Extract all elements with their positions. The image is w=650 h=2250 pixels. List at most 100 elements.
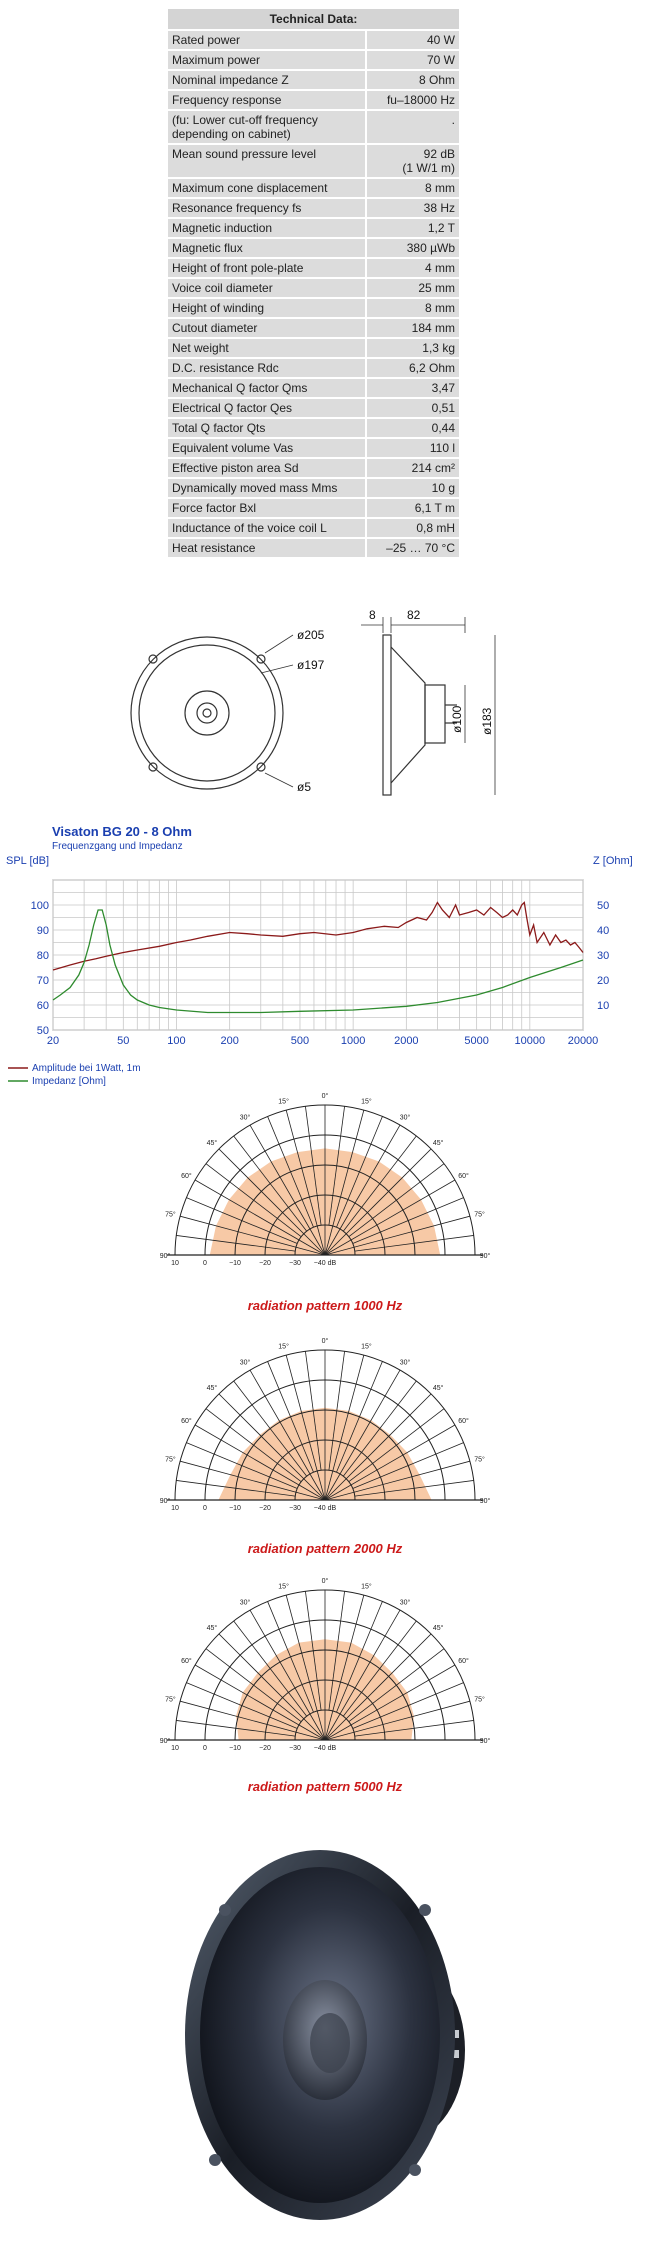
- polar-caption-2000hz: radiation pattern 2000 Hz: [247, 1541, 403, 1556]
- polar-db-label: 0: [203, 1745, 207, 1752]
- polar-spoke: [180, 1460, 326, 1501]
- polar-spoke: [176, 1720, 296, 1737]
- polar-db-label: 10: [171, 1505, 179, 1512]
- tech-value: 4 mm: [365, 259, 459, 277]
- y-tick-label: 50: [37, 1025, 49, 1037]
- tech-label: Mechanical Q factor Qms: [168, 379, 365, 397]
- front-view: [130, 634, 294, 790]
- polar-angle-label: 90°: [160, 1252, 171, 1260]
- polar-spoke: [176, 1235, 296, 1252]
- tech-label: Heat resistance: [168, 539, 365, 557]
- speaker-basket: [185, 1850, 455, 2220]
- tech-label: Nominal impedance Z: [168, 71, 365, 89]
- polar-spoke: [342, 1135, 417, 1232]
- polar-spoke: [233, 1380, 308, 1477]
- polar-spoke: [267, 1116, 314, 1228]
- polar-angle-label: 60°: [458, 1657, 469, 1665]
- polar-db-label: −20: [259, 1260, 271, 1267]
- chart-series: [52, 901, 584, 1014]
- polar-spoke: [342, 1380, 417, 1477]
- tech-label: Electrical Q factor Qes: [168, 399, 365, 417]
- chart-legend: Amplitude bei 1Watt, 1m Impedanz [Ohm]: [8, 1063, 141, 1087]
- tech-row: Total Q factor Qts 0,44: [168, 419, 459, 437]
- chart-ticks: 20 50 100 200 500 1000 2000 5000 10000 2000050607…: [31, 900, 610, 1047]
- polar-spoke: [328, 1591, 345, 1711]
- x-tick-label: 5000: [464, 1035, 488, 1047]
- polar-angle-label: 75°: [474, 1456, 485, 1464]
- polar-angle-label: 60°: [181, 1417, 192, 1425]
- polar-spoke: [233, 1135, 308, 1232]
- polar-spoke: [285, 1355, 326, 1501]
- y2-tick-label: 40: [597, 925, 609, 937]
- x-tick-label: 200: [220, 1035, 238, 1047]
- tech-label: Magnetic flux: [168, 239, 365, 257]
- side-view: [361, 617, 496, 796]
- polar-spoke: [233, 1620, 308, 1717]
- polar-spoke: [324, 1355, 365, 1501]
- polar-db-label: −30: [289, 1505, 301, 1512]
- tech-row: (fu: Lower cut-off frequency depending o…: [168, 111, 459, 143]
- y2-tick-label: 20: [597, 975, 609, 987]
- tech-label: Net weight: [168, 339, 365, 357]
- polar-angle-label: 90°: [160, 1497, 171, 1505]
- chart-subtitle: Frequenzgang und Impedanz: [52, 841, 183, 852]
- polar-angle-label: 60°: [181, 1657, 192, 1665]
- tech-row: Frequency response fu–18000 Hz: [168, 91, 459, 109]
- tech-row: Electrical Q factor Qes 0,51: [168, 399, 459, 417]
- polar-angle-label: 15°: [361, 1342, 372, 1350]
- polar-db-label: −20: [259, 1745, 271, 1752]
- amplitude-line: [52, 901, 584, 971]
- frequency-response-chart: Visaton BG 20 - 8 Ohm Frequenzgang und I…: [0, 820, 650, 1110]
- polar-angle-label: 45°: [433, 1624, 444, 1632]
- tech-value: 0,8 mH: [365, 519, 459, 537]
- polar-db-label: −20: [259, 1505, 271, 1512]
- tech-label: Frequency response: [168, 91, 365, 109]
- tech-value: 0,44: [365, 419, 459, 437]
- tech-value: 38 Hz: [365, 199, 459, 217]
- x-tick-label: 20: [47, 1035, 59, 1047]
- tech-row: Net weight 1,3 kg: [168, 339, 459, 357]
- polar-spoke: [285, 1110, 326, 1256]
- tech-value: .: [365, 111, 459, 143]
- polar-angle-label: 60°: [458, 1172, 469, 1180]
- x-tick-label: 10000: [515, 1035, 546, 1047]
- speaker-photo: [185, 1850, 465, 2220]
- technical-data-title: Technical Data:: [168, 9, 459, 29]
- y-tick-label: 80: [37, 950, 49, 962]
- tech-value: 0,51: [365, 399, 459, 417]
- tech-value: 1,2 T: [365, 219, 459, 237]
- tech-row: Height of winding 8 mm: [168, 299, 459, 317]
- tech-row: Effective piston area Sd 214 cm²: [168, 459, 459, 477]
- tech-value: 6,2 Ohm: [365, 359, 459, 377]
- polar-angle-label: 75°: [474, 1696, 485, 1704]
- polar-spoke: [186, 1197, 298, 1244]
- tech-label: Mean sound pressure level: [168, 145, 365, 177]
- polar-angle-label: 60°: [181, 1172, 192, 1180]
- tech-value: 8 mm: [365, 299, 459, 317]
- polar-angle-label: 15°: [278, 1342, 289, 1350]
- tech-label: Equivalent volume Vas: [168, 439, 365, 457]
- polar-spoke: [324, 1633, 432, 1741]
- tech-value: 8 mm: [365, 179, 459, 197]
- tech-label: Voice coil diameter: [168, 279, 365, 297]
- polar-spoke: [324, 1595, 365, 1741]
- polar-db-label: −30: [289, 1260, 301, 1267]
- polar-spoke: [324, 1393, 432, 1501]
- tech-row: Magnetic flux 380 µWb: [168, 239, 459, 257]
- polar-spoke: [348, 1408, 445, 1483]
- polar-spoke: [324, 1609, 401, 1741]
- polar-angle-label: 90°: [480, 1497, 491, 1505]
- y2-tick-label: 50: [597, 900, 609, 912]
- polar-angle-label: 75°: [474, 1211, 485, 1219]
- polar-plot-1000hz: 90°75°60°45°30°15°0°15°30°45°60°75°90°10…: [160, 1092, 491, 1267]
- polar-caption-1000hz: radiation pattern 1000 Hz: [247, 1298, 403, 1313]
- polar-spoke: [249, 1609, 326, 1741]
- dim-basket: ø183: [480, 707, 494, 735]
- polar-angle-label: 15°: [278, 1582, 289, 1590]
- polar-angle-label: 15°: [361, 1582, 372, 1590]
- polar-spoke: [180, 1700, 326, 1741]
- tech-row: Cutout diameter 184 mm: [168, 319, 459, 337]
- polar-angle-label: 75°: [165, 1696, 176, 1704]
- polar-spoke: [194, 1664, 326, 1741]
- tech-value: 6,1 T m: [365, 499, 459, 517]
